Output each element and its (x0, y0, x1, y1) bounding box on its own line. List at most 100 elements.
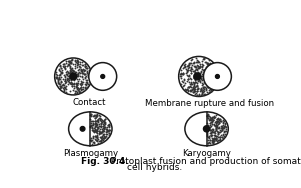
Point (75, 91, 80, 94)
Point (206, 79, 211, 82)
Point (212, 138, 216, 141)
Point (73, 83, 78, 86)
Point (55, 78, 60, 81)
Point (99, 122, 104, 125)
Point (58, 65, 63, 68)
Point (208, 89, 213, 92)
Point (89, 125, 94, 128)
Point (205, 72, 209, 75)
Point (98, 125, 103, 128)
Point (182, 65, 187, 68)
Circle shape (203, 63, 231, 90)
Point (68, 58, 73, 61)
Point (107, 131, 111, 134)
Point (58, 82, 63, 85)
Point (68, 90, 73, 93)
Point (82, 72, 87, 75)
Point (218, 130, 223, 133)
Point (105, 130, 110, 133)
Point (221, 127, 225, 130)
Circle shape (194, 73, 201, 80)
Point (202, 58, 207, 61)
Text: Protoplast fusion and production of somatic: Protoplast fusion and production of soma… (108, 157, 301, 166)
Point (183, 67, 188, 70)
Point (185, 71, 189, 74)
Point (100, 136, 104, 139)
Point (73, 75, 78, 78)
Point (205, 79, 210, 82)
Point (212, 70, 216, 73)
Point (192, 80, 197, 83)
Point (95, 128, 100, 131)
Point (196, 64, 201, 67)
Point (96, 141, 101, 144)
Point (188, 88, 193, 91)
Point (201, 64, 206, 67)
Point (215, 134, 220, 137)
Point (184, 89, 189, 92)
Point (93, 135, 98, 138)
Point (181, 67, 186, 70)
Point (202, 92, 207, 96)
Point (221, 136, 225, 139)
Point (191, 85, 196, 88)
Circle shape (55, 58, 92, 95)
Point (87, 68, 92, 71)
Point (192, 84, 197, 87)
Point (205, 131, 209, 134)
Point (76, 82, 80, 85)
Text: Contact: Contact (72, 98, 106, 107)
Point (210, 77, 215, 80)
Point (63, 86, 68, 89)
Point (85, 74, 90, 77)
Point (73, 64, 77, 67)
Point (211, 84, 216, 87)
Point (191, 69, 195, 72)
Point (213, 115, 218, 118)
Point (193, 72, 198, 75)
Point (65, 62, 70, 65)
Point (191, 64, 196, 67)
Point (82, 72, 87, 75)
Point (70, 82, 74, 85)
Point (198, 75, 203, 78)
Point (195, 74, 200, 77)
Point (91, 137, 96, 140)
Point (198, 72, 203, 75)
Point (64, 64, 69, 67)
Point (89, 126, 94, 129)
Point (56, 79, 61, 82)
Point (205, 67, 210, 70)
Point (95, 118, 99, 121)
Point (93, 120, 98, 123)
Point (213, 137, 218, 140)
Point (93, 116, 98, 119)
Point (209, 74, 214, 77)
Point (57, 76, 62, 79)
Point (202, 60, 207, 63)
Point (206, 113, 210, 116)
Point (69, 62, 74, 65)
Point (185, 87, 190, 90)
Point (57, 85, 62, 88)
Point (188, 82, 193, 85)
Point (95, 118, 100, 121)
Point (187, 74, 191, 77)
Point (202, 70, 207, 73)
Point (214, 68, 219, 71)
Point (198, 87, 203, 90)
Point (98, 130, 103, 133)
Point (185, 88, 190, 91)
Point (61, 63, 66, 66)
Point (214, 70, 219, 73)
Point (214, 125, 219, 128)
Point (95, 128, 100, 131)
Point (91, 121, 96, 124)
Point (84, 86, 89, 89)
Point (213, 125, 218, 128)
Point (209, 131, 213, 134)
Point (90, 135, 95, 138)
Point (213, 135, 218, 138)
Point (206, 142, 210, 145)
Point (204, 66, 209, 69)
